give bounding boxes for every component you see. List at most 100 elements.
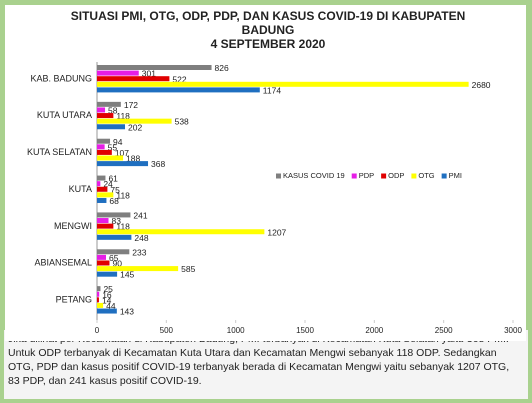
y-tick-label: KUTA UTARA (37, 110, 92, 120)
caption-line: OTG, PDP dan kasus positif COVID-19 terb… (8, 361, 509, 373)
data-label: 368 (151, 159, 165, 169)
chart-title: SITUASI PMI, OTG, ODP, PDP, DAN KASUS CO… (71, 9, 466, 23)
bar (97, 286, 101, 292)
bar (97, 175, 106, 181)
data-label: 94 (113, 137, 123, 147)
data-label: 1174 (263, 85, 282, 95)
y-tick-label: KUTA SELATAN (27, 147, 92, 157)
data-label: 172 (124, 100, 138, 110)
legend-label: PMI (449, 171, 462, 180)
data-label: 522 (172, 74, 186, 84)
bar (97, 229, 265, 235)
legend-marker (441, 173, 447, 179)
bar (97, 149, 112, 155)
y-tick-label: KUTA (69, 184, 92, 194)
caption-line: 83 PDP, dan 241 kasus positif COVID-19. (8, 375, 202, 387)
chart-area (5, 5, 526, 341)
bar (97, 155, 124, 161)
chart: SITUASI PMI, OTG, ODP, PDP, DAN KASUS CO… (27, 9, 522, 335)
legend-marker (411, 173, 417, 179)
data-label: 2680 (472, 80, 491, 90)
bar (97, 212, 131, 218)
data-label: 585 (181, 264, 195, 274)
bar (97, 181, 101, 187)
data-label: 118 (116, 111, 130, 121)
data-label: 118 (116, 190, 130, 200)
bar (97, 218, 109, 224)
bar (97, 260, 110, 266)
data-label: 1207 (267, 227, 286, 237)
bar (97, 291, 100, 297)
data-label: 44 (106, 301, 116, 311)
bar (97, 186, 108, 192)
caption-line: Untuk ODP terbanyak di Kecamatan Kuta Ut… (8, 347, 497, 359)
bar (97, 113, 114, 119)
legend-label: KASUS COVID 19 (283, 171, 345, 180)
data-label: 65 (109, 253, 119, 263)
bar (97, 107, 106, 113)
legend-marker (351, 173, 357, 179)
data-label: 202 (128, 122, 142, 132)
x-tick-label: 0 (95, 326, 100, 335)
data-label: 25 (103, 284, 113, 294)
bar (97, 297, 99, 303)
x-tick-label: 1000 (227, 326, 245, 335)
caption-box (4, 330, 528, 399)
data-label: 143 (120, 307, 134, 317)
bar (97, 308, 117, 314)
bar (97, 81, 469, 87)
bar (97, 302, 104, 308)
x-tick-label: 500 (160, 326, 174, 335)
legend-label: OTG (418, 171, 434, 180)
data-label: 75 (110, 185, 120, 195)
bar (97, 223, 114, 229)
data-label: 107 (115, 148, 129, 158)
data-label: 83 (112, 216, 122, 226)
bar (97, 161, 149, 167)
bar (97, 234, 132, 240)
bar (97, 65, 212, 70)
data-label: 68 (109, 196, 119, 206)
legend-label: PDP (359, 171, 374, 180)
data-label: 538 (175, 117, 189, 127)
x-tick-label: 2000 (365, 326, 383, 335)
data-label: 826 (215, 63, 229, 73)
y-tick-label: KAB. BADUNG (30, 73, 92, 83)
x-tick-label: 2500 (435, 326, 453, 335)
bar (97, 138, 111, 144)
data-label: 233 (132, 247, 146, 257)
bar (97, 70, 139, 76)
data-label: 58 (108, 106, 118, 116)
data-label: 24 (103, 179, 113, 189)
legend-marker (276, 173, 281, 179)
data-label: 248 (134, 233, 148, 243)
data-label: 145 (120, 270, 134, 280)
bar (97, 249, 130, 255)
bar (97, 271, 118, 277)
bar (97, 197, 107, 203)
x-tick-label: 1500 (296, 326, 314, 335)
y-tick-label: MENGWI (54, 221, 92, 231)
bar (97, 76, 170, 82)
bar (97, 192, 114, 198)
data-label: 55 (108, 142, 118, 152)
data-label: 16 (102, 290, 112, 300)
data-label: 301 (142, 69, 156, 79)
y-tick-label: ABIANSEMAL (34, 258, 92, 268)
bar (97, 101, 121, 107)
data-label: 61 (108, 174, 118, 184)
data-label: 188 (126, 154, 140, 164)
bar (97, 254, 107, 260)
y-tick-label: PETANG (56, 295, 92, 305)
data-label: 90 (112, 259, 122, 269)
bar (97, 144, 105, 150)
bar (97, 118, 172, 124)
data-label: 241 (133, 210, 147, 220)
data-label: 118 (116, 222, 130, 232)
bar (97, 124, 126, 130)
bar (97, 87, 260, 93)
chart-title: 4 SEPTEMBER 2020 (211, 37, 326, 51)
chart-title: BADUNG (242, 23, 295, 37)
data-label: 14 (102, 295, 112, 305)
